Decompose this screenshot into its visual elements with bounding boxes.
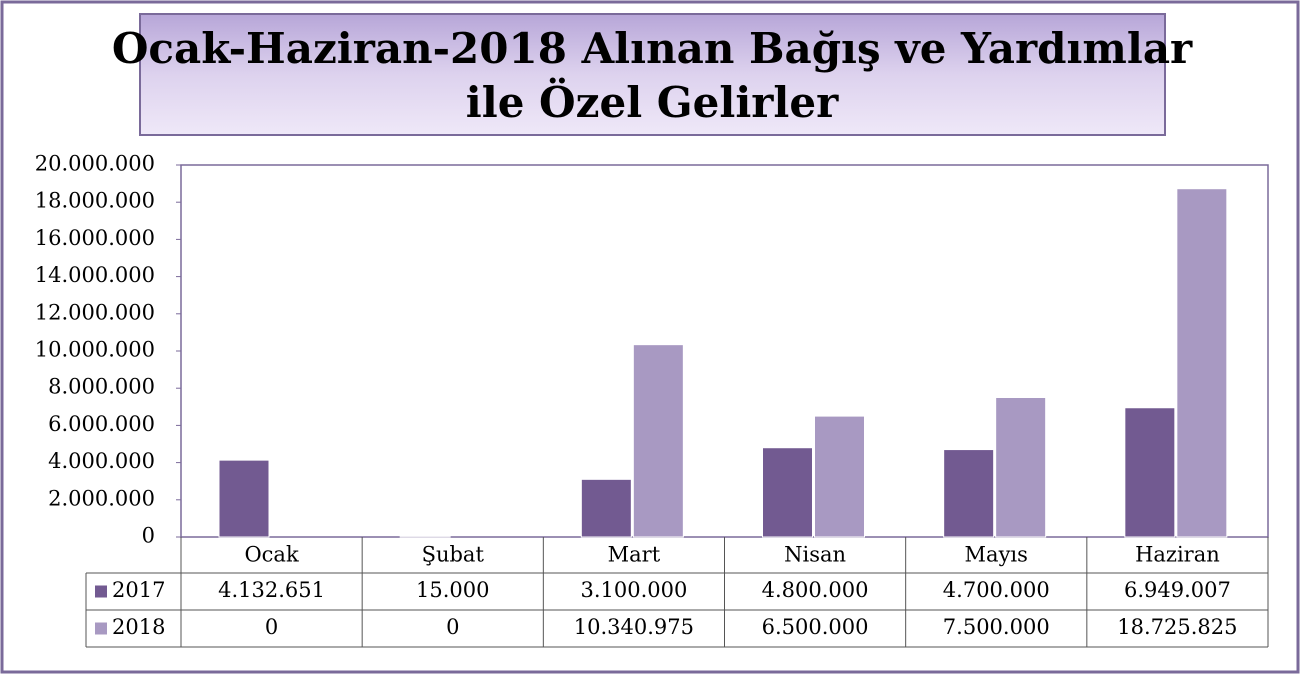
x-tick-label: Mayıs [965,543,1028,567]
table-value: 10.340.975 [574,615,694,639]
bar [814,415,865,538]
y-tick-label: 8.000.000 [48,375,155,399]
x-tick-label: Nisan [784,543,846,567]
x-tick-label: Haziran [1135,543,1220,567]
bar [1176,188,1228,538]
bar [1124,407,1176,538]
chart-title: Ocak-Haziran-2018 Alınan Bağış ve Yardım… [112,24,1193,73]
table-value: 0 [446,615,459,639]
table-value: 0 [265,615,278,639]
table-value: 6.500.000 [762,615,869,639]
legend-label: 2018 [112,615,165,639]
bar [943,449,995,538]
table-value: 7.500.000 [943,615,1050,639]
y-tick-label: 10.000.000 [35,338,155,362]
legend-label: 2017 [112,578,165,602]
table-value: 15.000 [416,578,489,602]
y-tick-label: 6.000.000 [48,412,155,436]
legend-swatch [95,585,107,598]
y-tick-label: 16.000.000 [35,226,155,250]
bar [762,447,813,538]
title-box [139,13,1166,136]
table-value: 4.800.000 [762,578,869,602]
y-tick-label: 14.000.000 [35,263,155,287]
x-tick-label: Mart [608,543,661,567]
bar [995,397,1047,538]
x-tick-label: Şubat [422,543,485,567]
bar [632,344,684,538]
legend-swatch [95,622,107,635]
bar [218,459,270,538]
y-tick-label: 2.000.000 [48,486,155,510]
table-value: 4.132.651 [218,578,325,602]
y-tick-label: 0 [142,524,155,548]
y-tick-label: 12.000.000 [35,300,155,324]
y-tick-label: 18.000.000 [35,189,155,213]
bar [580,478,632,538]
chart-title: ile Özel Gelirler [466,76,839,127]
table-value: 3.100.000 [580,578,687,602]
y-tick-label: 4.000.000 [48,449,155,473]
x-tick-label: Ocak [244,543,298,567]
y-tick-label: 20.000.000 [35,152,155,176]
table-value: 6.949.007 [1124,578,1231,602]
table-value: 4.700.000 [943,578,1050,602]
table-value: 18.725.825 [1117,615,1237,639]
